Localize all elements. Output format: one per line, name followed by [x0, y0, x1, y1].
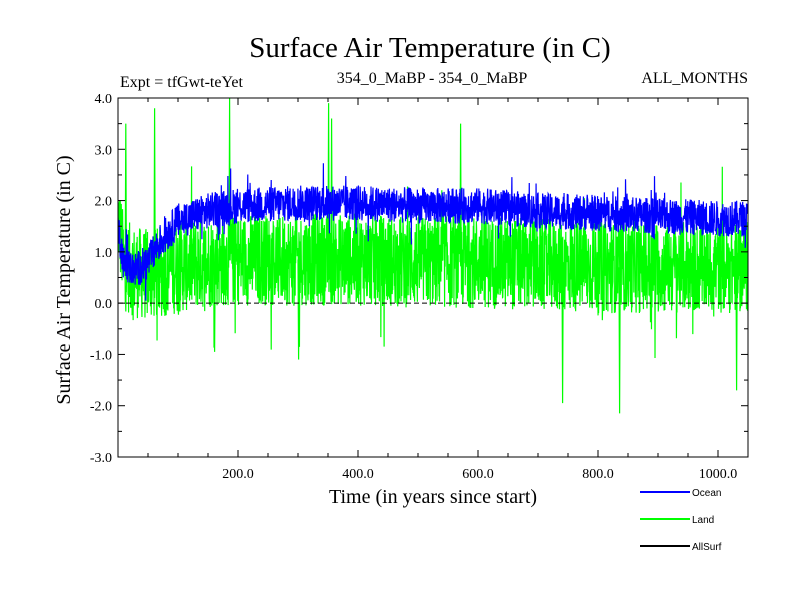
experiment-label: Expt = tfGwt-teYet	[120, 74, 244, 91]
y-tick-label: 1.0	[95, 246, 113, 261]
months-label: ALL_MONTHS	[641, 70, 748, 87]
y-tick-label: -1.0	[90, 348, 112, 363]
chart-title: Surface Air Temperature (in C)	[249, 32, 610, 64]
y-tick-label: -3.0	[90, 451, 112, 466]
x-tick-label: 200.0	[222, 467, 254, 482]
legend-label-land: Land	[692, 515, 714, 526]
y-tick-label: 2.0	[95, 195, 113, 210]
legend: Ocean Land AllSurf	[640, 488, 722, 553]
series-line-land	[118, 98, 748, 414]
x-tick-label: 400.0	[342, 467, 374, 482]
y-tick-label: 4.0	[95, 92, 113, 107]
y-tick-label: -2.0	[90, 400, 112, 415]
plot-area	[118, 98, 748, 414]
period-label: 354_0_MaBP - 354_0_MaBP	[337, 70, 528, 87]
x-axis-label: Time (in years since start)	[329, 486, 537, 508]
series-line-ocean	[118, 163, 748, 301]
y-tick-label: 3.0	[95, 143, 113, 158]
axes: -3.0 -2.0 -1.0 0.0 1.0 2.0 3.0 4.0 200.0 400.0 600…	[90, 92, 749, 482]
y-tick-label: 0.0	[95, 297, 113, 312]
y-axis-label: Surface Air Temperature (in C)	[53, 155, 75, 404]
x-tick-label: 600.0	[462, 467, 494, 482]
legend-label-allsurf: AllSurf	[692, 542, 722, 553]
legend-label-ocean: Ocean	[692, 488, 721, 499]
x-tick-label: 1000.0	[699, 467, 738, 482]
x-tick-label: 800.0	[582, 467, 614, 482]
